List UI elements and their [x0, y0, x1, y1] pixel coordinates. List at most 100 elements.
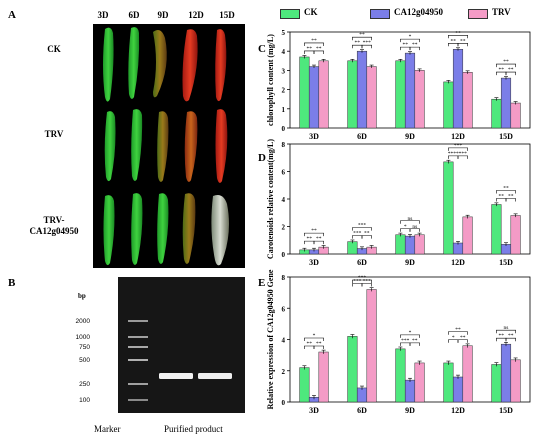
x-tick-label: 9D [405, 132, 415, 141]
bar [318, 351, 329, 403]
x-tick-label: 9D [405, 406, 415, 415]
significance-bracket [409, 228, 420, 232]
bar [443, 81, 454, 129]
photo-row-label: CK [47, 44, 61, 54]
bar [308, 66, 320, 129]
significance-label: * [404, 224, 407, 230]
significance-bracket [361, 283, 372, 287]
bar [462, 72, 473, 129]
x-tick-label: 15D [499, 258, 513, 267]
significance-label: ** [498, 194, 504, 200]
significance-label: ** [412, 338, 418, 344]
significance-bracket [400, 38, 420, 43]
x-tick-label: 12D [451, 258, 465, 267]
significance-bracket [352, 279, 372, 283]
bar [318, 246, 329, 255]
x-tick-label: 3D [309, 132, 319, 141]
x-tick-label: 12D [451, 132, 465, 141]
significance-label: ** [455, 327, 461, 333]
gel-ladder-label: 750 [79, 344, 90, 351]
y-tick-label: 0 [282, 125, 286, 133]
significance-label: ** [311, 228, 317, 234]
bar [414, 70, 425, 129]
bar [510, 215, 521, 255]
significance-bracket [496, 190, 516, 194]
bar [299, 249, 310, 255]
significance-bracket [448, 42, 459, 47]
photo-col-header: 3D [97, 10, 109, 20]
bar [347, 336, 358, 403]
bar [347, 60, 358, 129]
significance-bracket [361, 235, 372, 239]
bar [308, 249, 320, 255]
significance-bracket [457, 339, 468, 343]
photo-col-header: 12D [188, 10, 204, 20]
photo-row-label: TRV [44, 129, 64, 139]
bar [443, 362, 454, 403]
significance-bracket [505, 71, 516, 76]
y-tick-label: 5 [282, 29, 286, 37]
x-tick-label: 12D [451, 406, 465, 415]
x-tick-label: 3D [309, 258, 319, 267]
significance-bracket [313, 345, 324, 349]
bar [366, 66, 377, 129]
bar [510, 359, 521, 403]
significance-bracket [505, 198, 516, 202]
panel-label-d: D [258, 152, 266, 164]
gel-ladder-label: 100 [79, 397, 90, 404]
significance-bracket [304, 345, 315, 349]
significance-bracket [496, 71, 507, 76]
x-tick-label: 6D [357, 132, 367, 141]
significance-bracket [448, 34, 468, 39]
significance-bracket [448, 155, 459, 159]
significance-bracket [505, 337, 516, 342]
significance-label: ** [498, 333, 504, 339]
significance-label: * [409, 34, 412, 40]
significance-label: ** [460, 335, 466, 341]
significance-bracket [361, 44, 372, 49]
bar [452, 242, 464, 255]
panel-label-c: C [258, 43, 266, 55]
y-axis-label: Carotenoids relative content(mg/L) [266, 139, 275, 259]
pepper-photo-image [103, 27, 229, 266]
gel-image [118, 277, 245, 413]
legend-swatch [370, 9, 390, 19]
plot-frame [289, 31, 531, 129]
x-tick-label: 15D [499, 132, 513, 141]
significance-label: *** [459, 151, 468, 157]
x-tick-label: 6D [357, 406, 367, 415]
x-tick-label: 15D [499, 406, 513, 415]
significance-label: ns [504, 325, 509, 331]
y-tick-label: 1 [282, 106, 286, 114]
significance-bracket [400, 46, 411, 51]
bar [491, 364, 502, 403]
bar [452, 376, 464, 403]
significance-label: ** [316, 341, 322, 347]
y-axis-label: chlorophyll content (mg/L) [266, 34, 275, 126]
significance-label: ** [306, 46, 312, 52]
significance-label: * [313, 333, 316, 339]
significance-label: ** [460, 38, 466, 44]
panel-label-e: E [258, 277, 266, 289]
bar [500, 77, 512, 129]
bar [491, 204, 502, 255]
significance-label: * [409, 330, 412, 336]
photo-col-header: 15D [219, 10, 235, 20]
bar [395, 60, 406, 129]
significance-label: *** [363, 279, 372, 285]
significance-label: * [452, 335, 455, 341]
y-tick-label: 8 [282, 274, 286, 282]
significance-bracket [448, 339, 459, 343]
bar [395, 348, 406, 403]
x-tick-label: 3D [309, 406, 319, 415]
significance-label: ** [508, 67, 514, 73]
significance-label: ** [316, 46, 322, 52]
significance-label: *** [353, 279, 362, 285]
y-tick-label: 6 [282, 169, 286, 177]
bar [404, 379, 416, 403]
significance-label: ** [508, 333, 514, 339]
gel-marker-label: Marker [94, 424, 121, 434]
bar [414, 362, 425, 403]
bar [395, 234, 406, 255]
significance-label: ** [306, 341, 312, 347]
